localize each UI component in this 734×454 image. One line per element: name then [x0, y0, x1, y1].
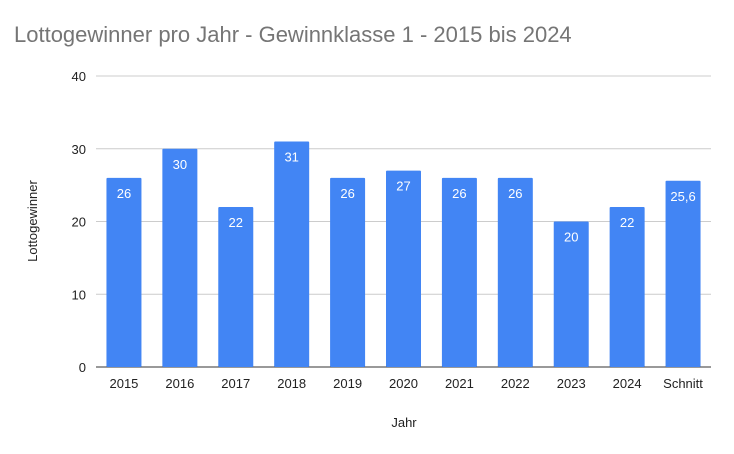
y-tick-label: 30 [72, 142, 86, 157]
bar [665, 180, 701, 367]
chart-title: Lottogewinner pro Jahr - Gewinnklasse 1 … [14, 22, 572, 47]
y-tick-label: 0 [79, 360, 86, 375]
x-tick-label: 2020 [389, 376, 418, 391]
bar-value-label: 20 [564, 230, 578, 245]
x-tick-label: 2016 [165, 376, 194, 391]
bar [218, 206, 254, 367]
bar [441, 177, 477, 367]
bar [553, 221, 589, 367]
bar-value-label: 26 [117, 186, 131, 201]
bar [386, 170, 421, 367]
bar-value-label: 31 [284, 149, 298, 164]
bar-value-label: 30 [173, 157, 187, 172]
x-tick-label: Schnitt [663, 376, 703, 391]
bar [609, 206, 645, 367]
bars: 26 30 22 31 26 27 26 26 20 22 25,6 [106, 141, 701, 367]
y-tick-label: 40 [72, 69, 86, 84]
bar-value-label: 22 [229, 215, 243, 230]
bar-value-label: 26 [508, 186, 522, 201]
x-tick-label: 2022 [501, 376, 530, 391]
bar-value-label: 27 [396, 179, 410, 194]
bar [330, 177, 366, 367]
y-axis-title: Lottogewinner [25, 179, 40, 261]
x-tick-label: 2023 [557, 376, 586, 391]
y-tick-label: 20 [72, 215, 86, 230]
x-tick-label: 2024 [613, 376, 642, 391]
x-axis-title: Jahr [391, 415, 417, 430]
x-tick-label: 2021 [445, 376, 474, 391]
bar [162, 148, 198, 367]
x-axis-ticks: 2015 2016 2017 2018 2019 2020 2021 2022 2023 2024… [109, 376, 703, 391]
bar-value-label: 22 [620, 215, 634, 230]
x-tick-label: 2015 [109, 376, 138, 391]
y-axis-ticks: 0 10 20 30 40 [72, 69, 86, 375]
bar-value-label: 25,6 [670, 189, 695, 204]
x-tick-label: 2018 [277, 376, 306, 391]
y-tick-label: 10 [72, 287, 86, 302]
bar [497, 177, 533, 367]
x-tick-label: 2019 [333, 376, 362, 391]
bar-value-label: 26 [452, 186, 466, 201]
bar [274, 141, 310, 367]
x-tick-label: 2017 [221, 376, 250, 391]
bar-value-label: 26 [340, 186, 354, 201]
bar [106, 177, 142, 367]
